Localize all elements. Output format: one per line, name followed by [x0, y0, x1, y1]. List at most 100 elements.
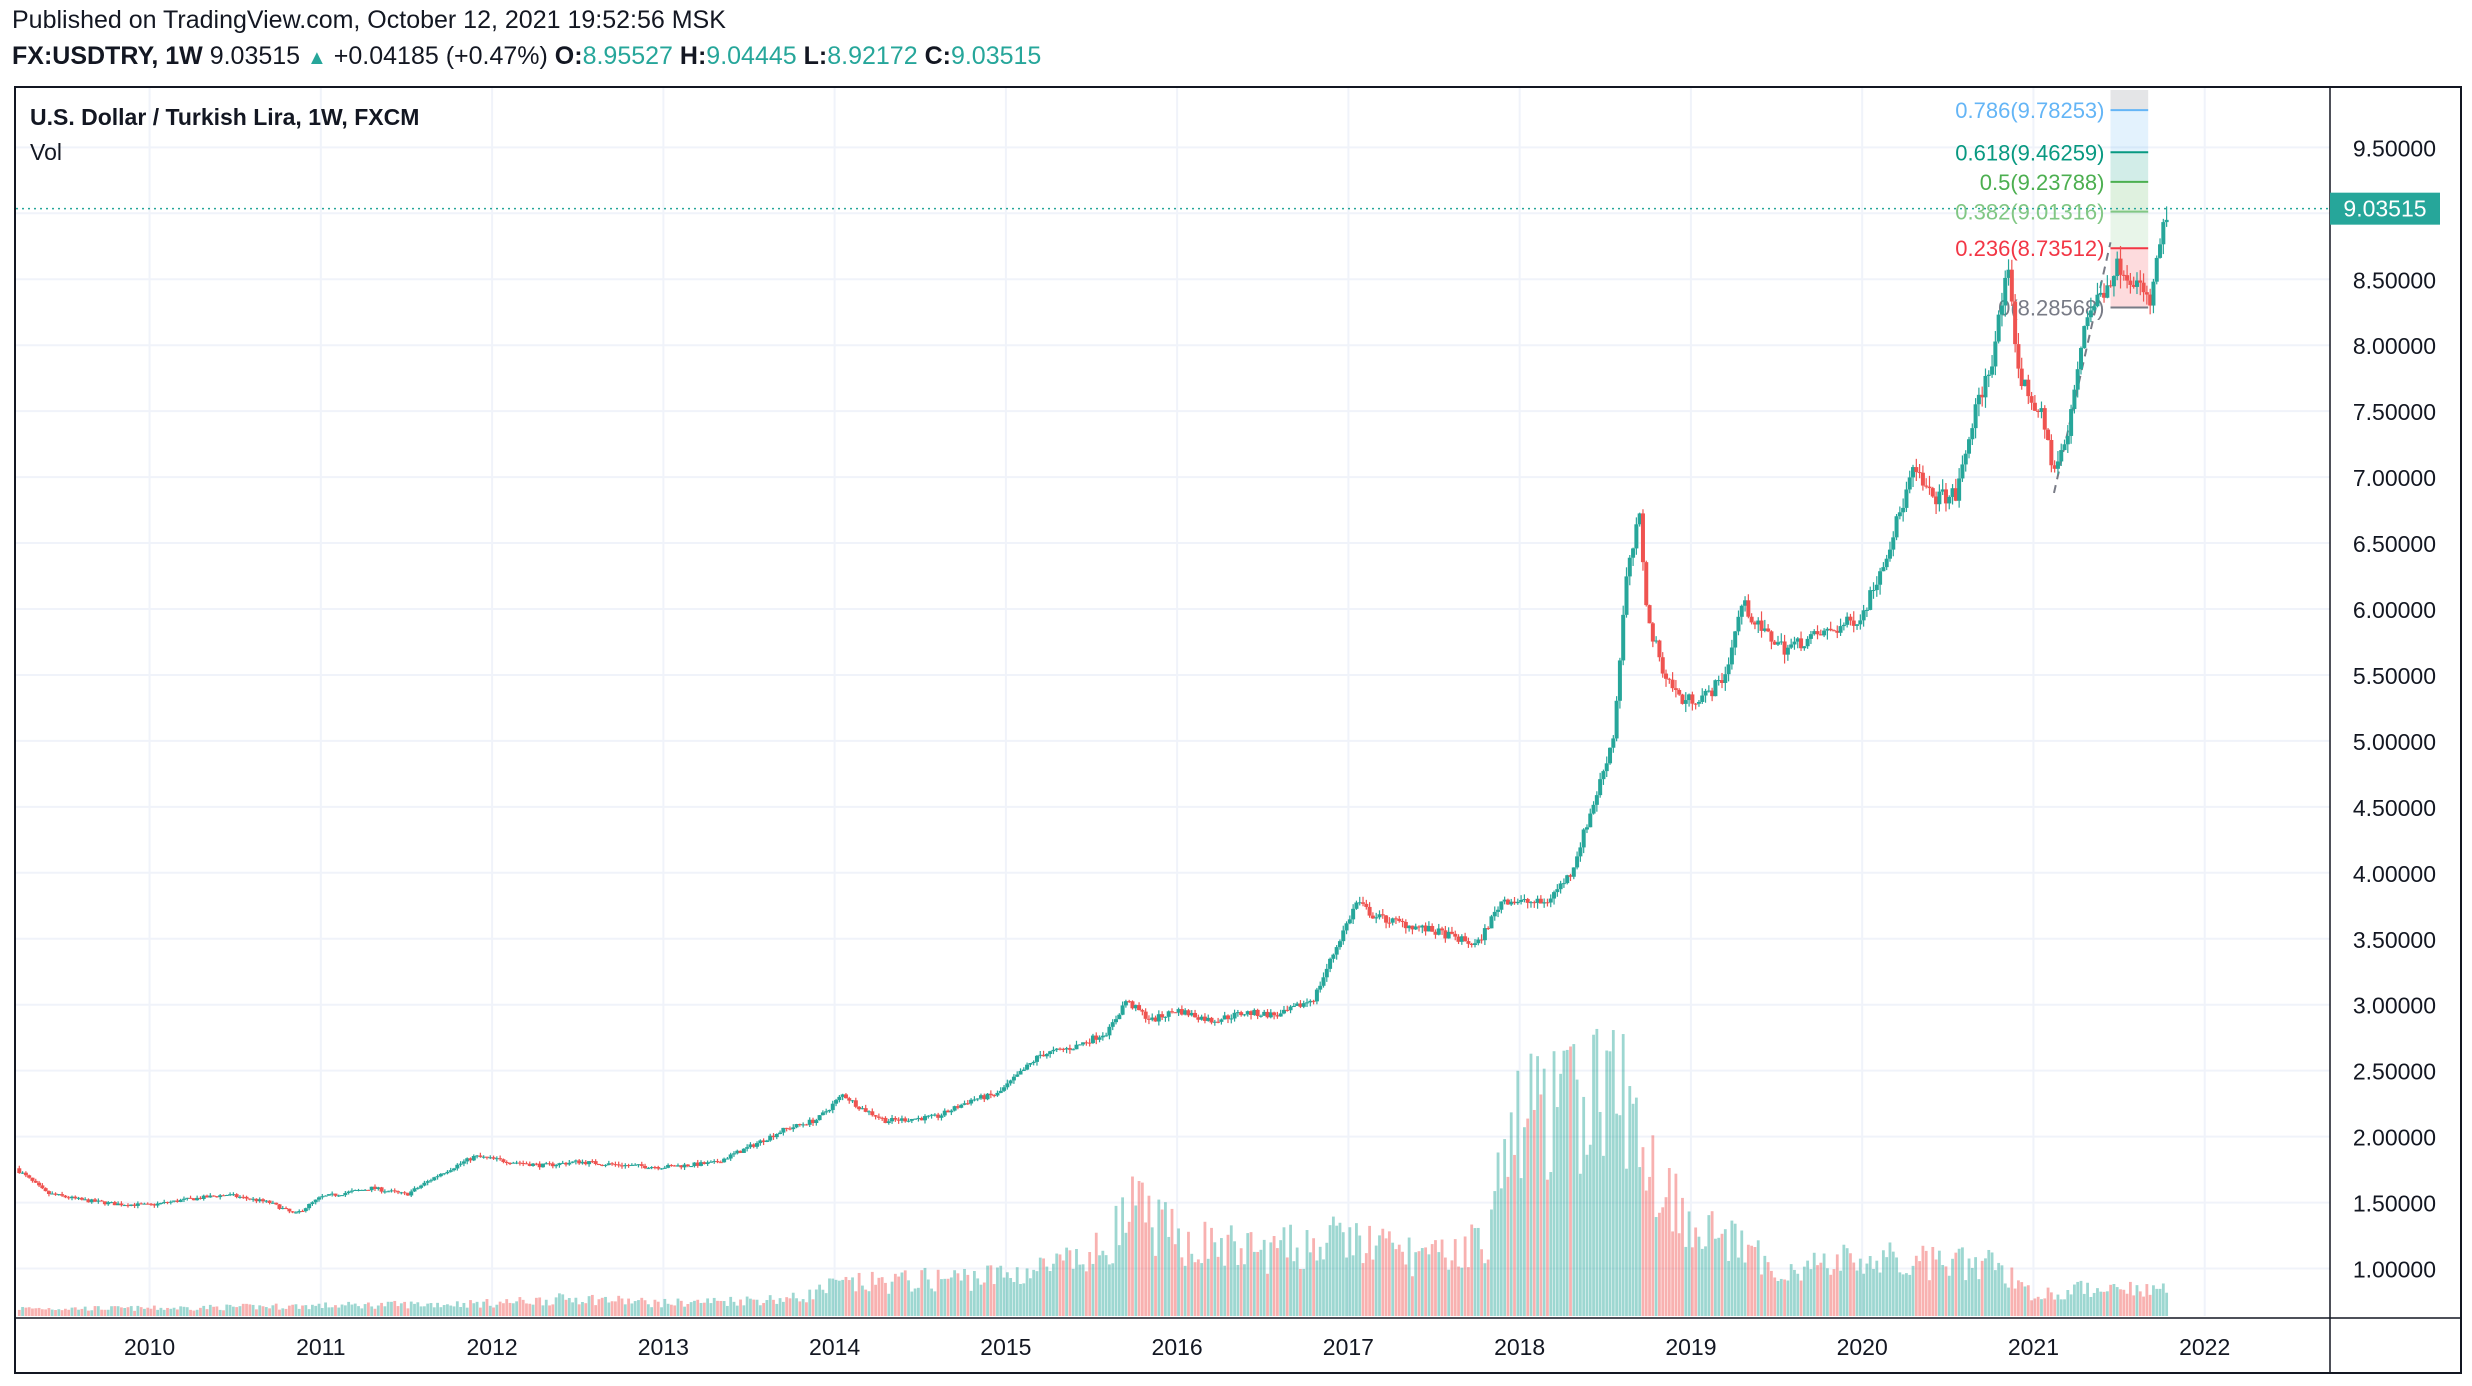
volume-bar [1397, 1244, 1401, 1316]
candle-body [1891, 537, 1896, 550]
volume-bar [1071, 1268, 1075, 1316]
time-axis[interactable]: 2010 2011 2012 2013 2014 2015 2016 2017 2018 2019… [14, 1317, 2462, 1360]
candle-body [60, 1194, 65, 1196]
candle-body [715, 1161, 720, 1163]
volume-bar [1061, 1260, 1065, 1316]
volume-bar [2066, 1290, 2070, 1316]
candle-body [1446, 931, 1451, 939]
candle-body [998, 1090, 1003, 1093]
volume-bar [561, 1294, 565, 1316]
candle-body [205, 1195, 210, 1198]
volume-bar [851, 1277, 854, 1316]
candle-body [1696, 701, 1701, 704]
symbol-label[interactable]: FX:USDTRY, 1W [12, 42, 203, 70]
volume-bar [1944, 1266, 1948, 1316]
volume-bar [2145, 1284, 2149, 1316]
candle-body [1535, 898, 1540, 903]
volume-bar [429, 1303, 433, 1316]
candle-body [995, 1092, 1000, 1096]
volume-bar [739, 1299, 742, 1316]
volume-bar [87, 1310, 90, 1316]
candle-body [682, 1164, 687, 1168]
candle-body [633, 1164, 638, 1166]
candle-body [982, 1095, 987, 1100]
fibonacci-retracement[interactable]: 0(8.28568)0.236(8.73512)0.382(9.01316)0.… [1955, 90, 2149, 494]
volume-bar [867, 1291, 871, 1316]
last-price-tag [2330, 192, 2440, 225]
candle-body [1436, 928, 1441, 935]
candle-body [1664, 673, 1669, 679]
volume-bar [149, 1308, 153, 1316]
candle-body [1334, 947, 1339, 955]
volume-bar [1440, 1239, 1444, 1316]
candle-body [1288, 1006, 1293, 1011]
candle-body [330, 1193, 335, 1195]
candle-body [478, 1155, 483, 1157]
candle-body [1548, 898, 1553, 903]
volume-bar [1835, 1254, 1839, 1316]
candle-body [1107, 1026, 1112, 1036]
candle-body [93, 1199, 98, 1202]
candle-body [2069, 409, 2074, 436]
volume-bar [1368, 1225, 1372, 1316]
candle-body [942, 1110, 947, 1116]
candle-body [1980, 394, 1985, 398]
close-label: C: [924, 42, 951, 70]
candle-body [1341, 930, 1346, 942]
candle-body [2121, 274, 2126, 276]
candle-body [1815, 631, 1820, 635]
candle-body [46, 1191, 51, 1195]
volume-bar [1134, 1205, 1138, 1316]
candle-body [1196, 1017, 1201, 1020]
volume-bar [2089, 1296, 2093, 1316]
volume-bar [1872, 1268, 1875, 1316]
volume-bar [584, 1303, 588, 1316]
volume-bar [1700, 1248, 1704, 1316]
candle-body [768, 1135, 773, 1141]
volume-bar [749, 1298, 752, 1316]
volume-bar [129, 1306, 133, 1316]
volume-bar [1345, 1257, 1348, 1316]
candle-body [1499, 901, 1504, 910]
candle-body [922, 1116, 927, 1121]
candle-body [461, 1161, 466, 1164]
fib-level-label: 0.236(8.73512) [1955, 236, 2104, 261]
volume-bar [245, 1303, 248, 1316]
price-axis[interactable]: 1.00000 1.50000 2.00000 2.50000 3.00000 3.500… [2329, 86, 2440, 1372]
candle-body [1937, 491, 1942, 505]
volume-bar [376, 1305, 380, 1316]
candle-body [214, 1196, 219, 1198]
candle-body [488, 1157, 493, 1159]
volume-bar [126, 1307, 130, 1316]
candle-body [1258, 1015, 1263, 1017]
candle-body [1275, 1015, 1280, 1017]
candle-body [1433, 931, 1438, 935]
price-tick-label: 6.50000 [2353, 531, 2436, 557]
volume-bar [1137, 1181, 1141, 1316]
candle-body [142, 1203, 147, 1205]
candle-body [135, 1203, 140, 1206]
candle-body [1726, 664, 1731, 675]
volume-bar [1206, 1258, 1210, 1316]
candle-body [1186, 1010, 1191, 1016]
volume-bar [996, 1267, 999, 1316]
volume-bar [574, 1297, 578, 1316]
candle-body [1183, 1010, 1188, 1015]
time-tick-label: 2010 [124, 1334, 175, 1360]
volume-bar [1690, 1247, 1694, 1316]
volume-bar [370, 1306, 374, 1316]
volume-bar [67, 1309, 71, 1316]
candle-body [573, 1160, 578, 1162]
volume-bar [202, 1305, 206, 1316]
volume-bar [1733, 1223, 1737, 1316]
volume-bar [1667, 1168, 1671, 1316]
volume-bar [1473, 1228, 1477, 1316]
volume-bar [1269, 1242, 1273, 1316]
candle-body [1232, 1012, 1237, 1019]
volume-bar [702, 1302, 706, 1316]
candle-body [432, 1177, 437, 1181]
candle-body [1370, 915, 1375, 919]
candle-body [1934, 496, 1939, 505]
volume-bar [2000, 1265, 2004, 1316]
